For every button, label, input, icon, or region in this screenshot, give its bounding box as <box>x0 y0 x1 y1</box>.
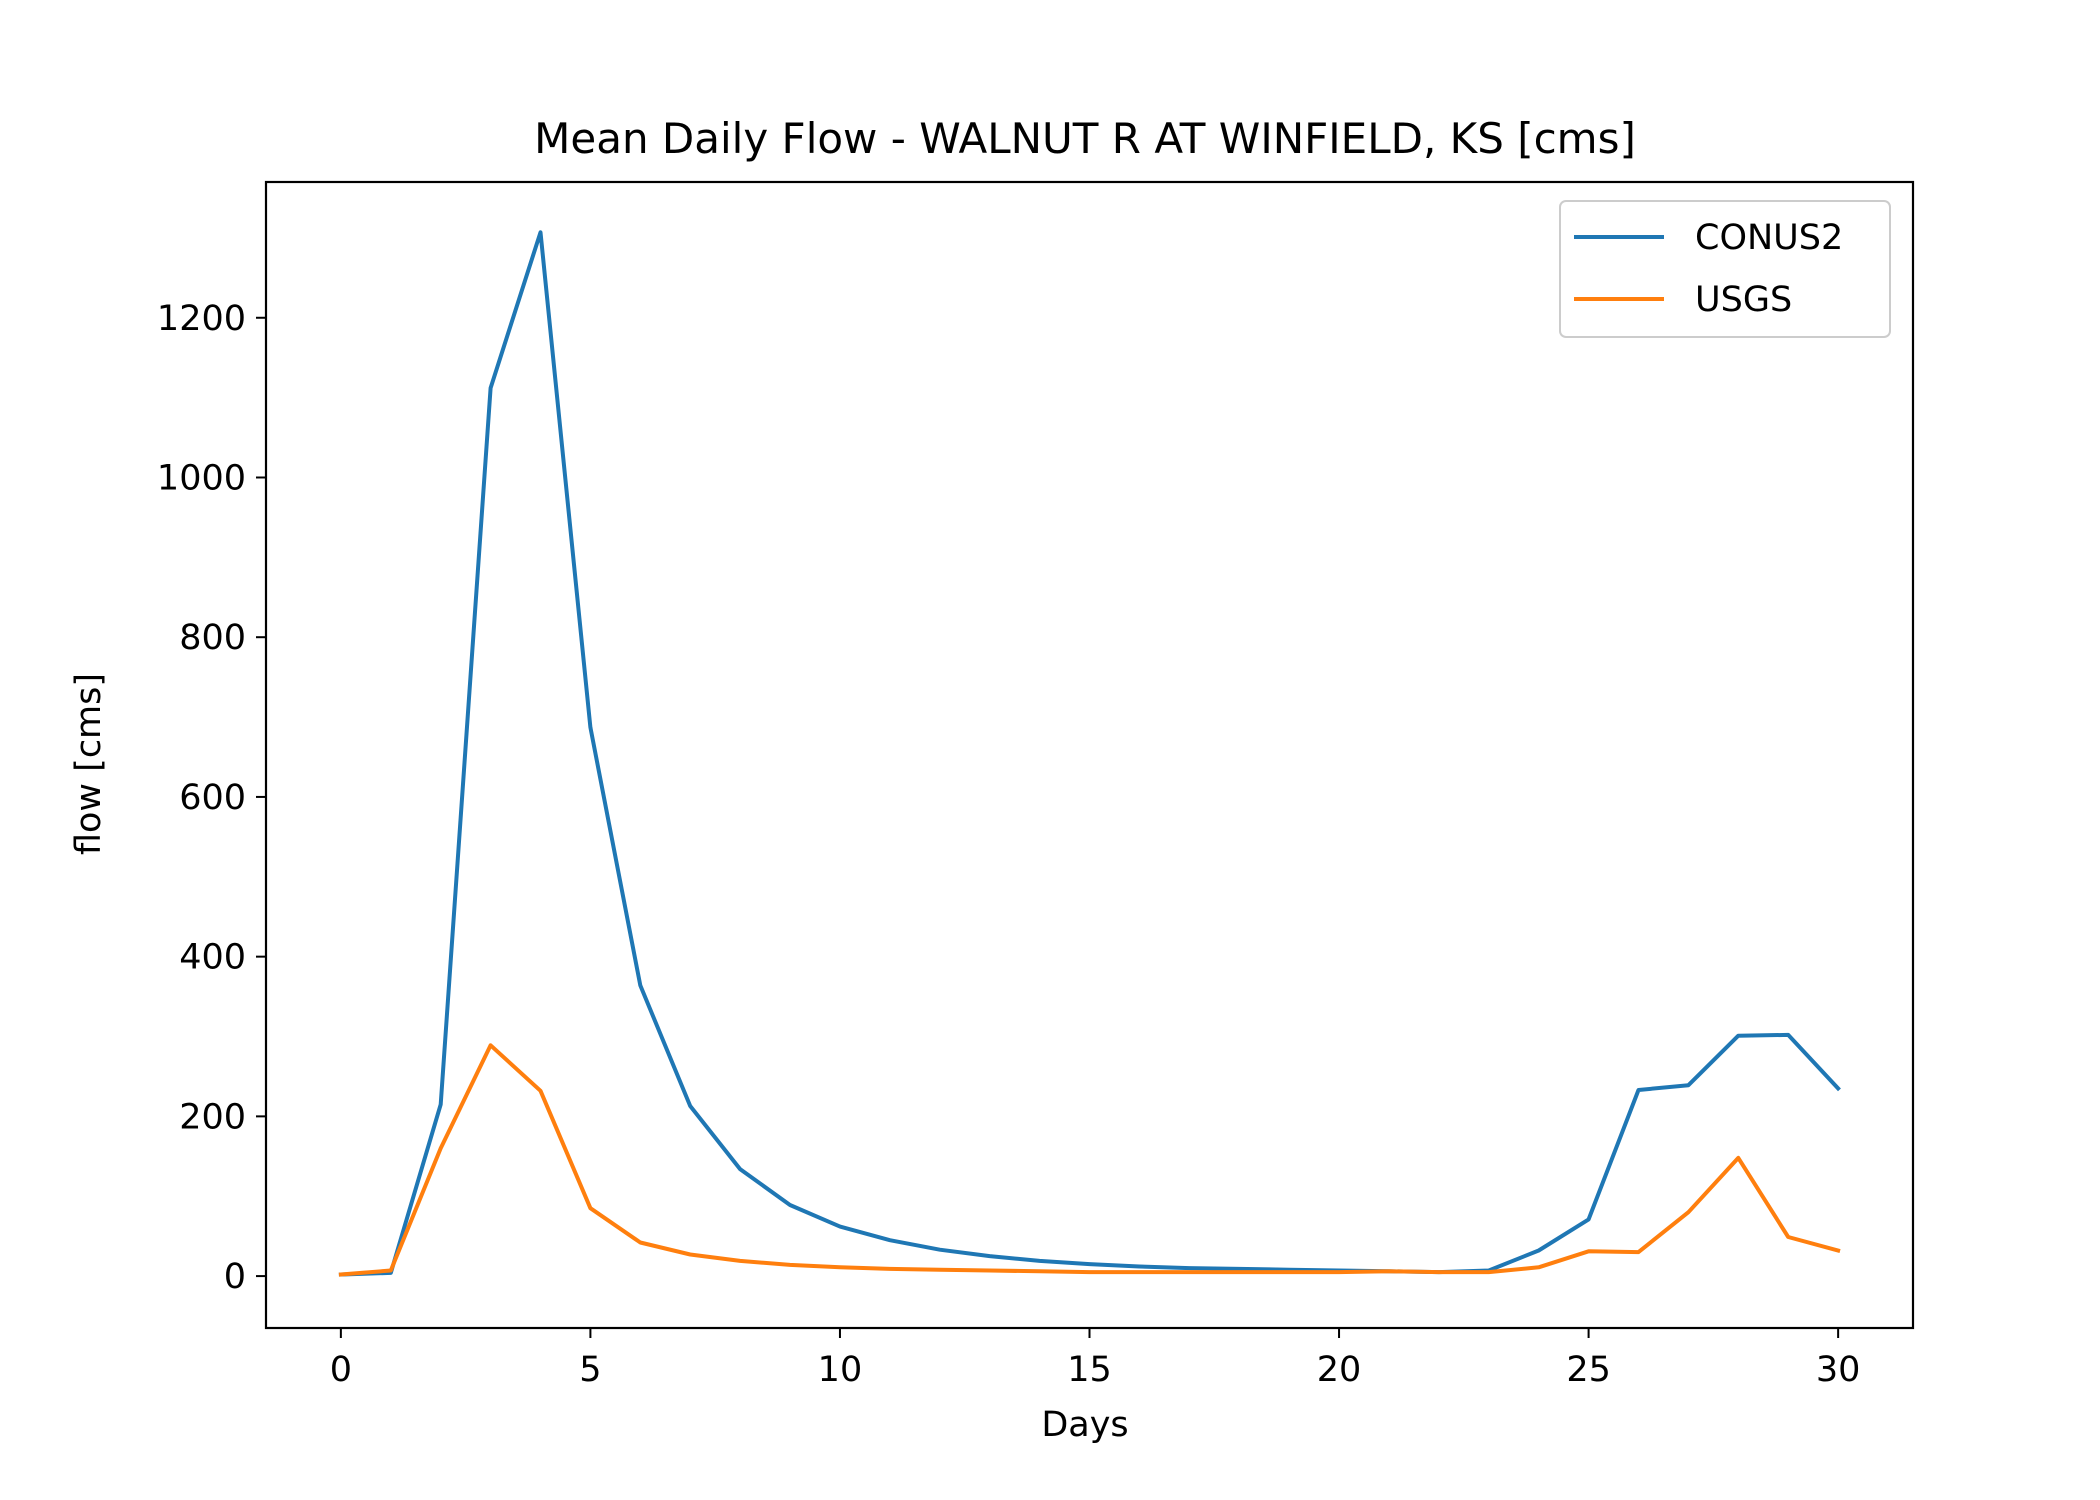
x-tick-label: 20 <box>1317 1350 1362 1390</box>
x-tick-label: 5 <box>579 1350 601 1390</box>
y-axis-label: flow [cms] <box>69 673 109 855</box>
legend: CONUS2 USGS <box>1559 200 1891 338</box>
y-tick-label: 0 <box>224 1257 246 1297</box>
chart-title: Mean Daily Flow - WALNUT R AT WINFIELD, … <box>534 114 1636 163</box>
y-tick-label: 600 <box>179 778 246 818</box>
x-tick-label: 15 <box>1067 1350 1112 1390</box>
y-tick-label: 1200 <box>157 299 246 339</box>
series-line-conus2 <box>338 230 1841 1277</box>
legend-label: CONUS2 <box>1695 218 1843 258</box>
legend-label: USGS <box>1695 280 1792 320</box>
x-tick-label: 25 <box>1566 1350 1611 1390</box>
y-tick-label: 200 <box>179 1097 246 1137</box>
x-axis: 0 5 10 15 20 25 30 <box>330 1328 1861 1390</box>
x-tick-label: 10 <box>818 1350 863 1390</box>
series-line-usgs <box>338 1043 1841 1277</box>
y-tick-label: 400 <box>179 938 246 978</box>
y-tick-label: 1000 <box>157 458 246 498</box>
x-axis-label: Days <box>1041 1405 1128 1445</box>
y-axis: 0 200 400 600 800 1000 1200 <box>157 299 266 1297</box>
x-tick-label: 0 <box>330 1350 352 1390</box>
x-tick-label: 30 <box>1816 1350 1861 1390</box>
y-tick-label: 800 <box>179 618 246 658</box>
